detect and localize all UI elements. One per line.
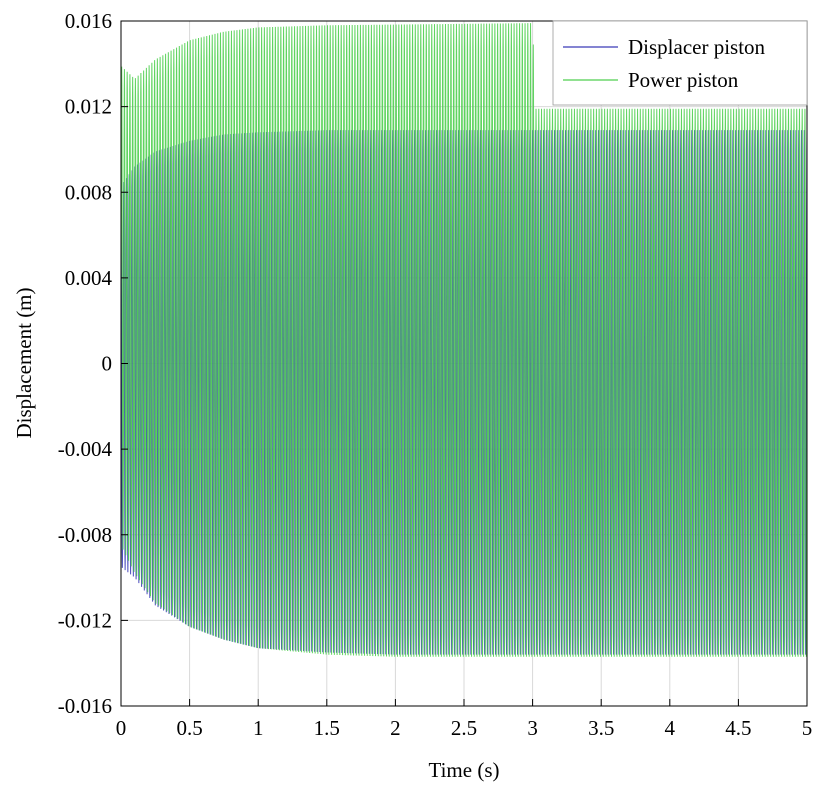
y-tick-label: 0.012	[65, 95, 112, 119]
y-tick-label: 0	[102, 352, 113, 376]
y-tick-label: -0.008	[58, 523, 112, 547]
legend: Displacer piston Power piston	[552, 20, 808, 106]
axis-ticks	[120, 20, 808, 707]
y-tick-label: 0.016	[65, 9, 112, 33]
y-tick-labels: -0.016 -0.012 -0.008 -0.004 0 0.004 0.008 0.012…	[58, 9, 113, 718]
y-tick-label: -0.004	[58, 437, 113, 461]
x-tick-label: 3	[527, 716, 538, 740]
y-tick-label: -0.012	[58, 608, 112, 632]
x-tick-label: 5	[802, 716, 813, 740]
legend-label-displacer: Displacer piston	[628, 35, 766, 59]
series-line-power-piston	[120, 23, 808, 657]
series-layer	[120, 23, 808, 657]
y-tick-label: -0.016	[58, 694, 112, 718]
x-tick-label: 1.5	[314, 716, 340, 740]
y-axis-label: Displacement (m)	[12, 287, 36, 438]
x-tick-label: 0	[116, 716, 127, 740]
x-tick-label: 3.5	[588, 716, 614, 740]
x-tick-label: 1	[253, 716, 264, 740]
x-tick-label: 2.5	[451, 716, 477, 740]
legend-box	[552, 20, 808, 106]
x-tick-labels: 0 0.5 1 1.5 2 2.5 3 3.5 4 4.5 5	[116, 716, 813, 740]
x-tick-label: 2	[390, 716, 401, 740]
x-tick-label: 0.5	[176, 716, 202, 740]
x-tick-label: 4	[665, 716, 676, 740]
legend-label-power: Power piston	[628, 68, 739, 92]
x-axis-label: Time (s)	[429, 758, 500, 782]
x-tick-label: 4.5	[725, 716, 751, 740]
y-tick-label: 0.004	[65, 266, 113, 290]
y-tick-label: 0.008	[65, 180, 112, 204]
